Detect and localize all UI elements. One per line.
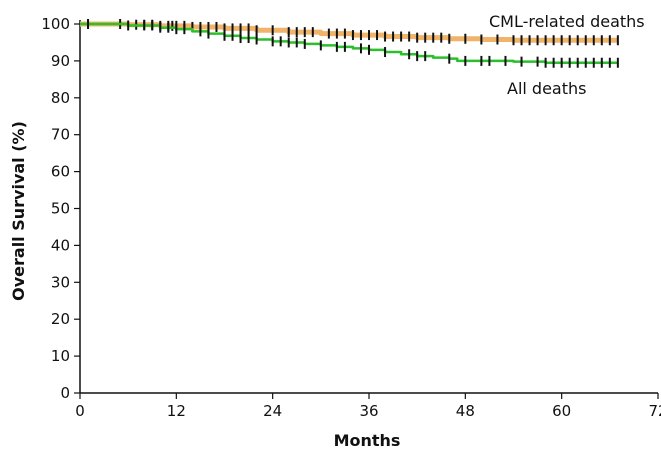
y-tick-label-10: 10	[51, 347, 70, 365]
survival-curves	[80, 19, 619, 68]
y-tick-label-20: 20	[51, 310, 70, 328]
series-label-cml-related-deaths: CML-related deaths	[489, 12, 645, 31]
x-tick-label-36: 36	[359, 402, 378, 420]
x-tick-label-0: 0	[75, 402, 85, 420]
axes: 0 10 20 30 40 50 60 70 80 90 100 0 12 24 36 48 60 72	[41, 15, 661, 420]
x-axis-title: Months	[334, 431, 401, 450]
y-tick-label-60: 60	[51, 163, 70, 181]
y-tick-label-40: 40	[51, 236, 70, 254]
x-tick-label-12: 12	[167, 402, 186, 420]
x-tick-label-72: 72	[648, 402, 661, 420]
y-tick-label-0: 0	[60, 384, 70, 402]
y-tick-label-30: 30	[51, 273, 70, 291]
x-tick-label-48: 48	[456, 402, 475, 420]
y-tick-label-100: 100	[41, 15, 70, 33]
series-label-all-deaths: All deaths	[507, 79, 586, 98]
y-tick-label-70: 70	[51, 126, 70, 144]
y-axis-title: Overall Survival (%)	[9, 121, 28, 301]
y-tick-label-90: 90	[51, 52, 70, 70]
labels: Months Overall Survival (%) CML-related …	[9, 12, 645, 450]
x-tick-label-60: 60	[552, 402, 571, 420]
y-tick-label-50: 50	[51, 200, 70, 218]
x-tick-label-24: 24	[263, 402, 282, 420]
y-tick-label-80: 80	[51, 89, 70, 107]
